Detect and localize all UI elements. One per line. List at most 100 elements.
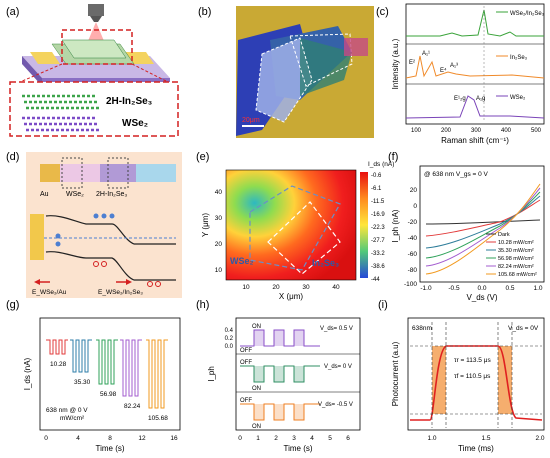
right-layer bbox=[136, 164, 176, 182]
g-x-tick-4: 12 bbox=[138, 435, 146, 442]
g-trace-35 bbox=[70, 339, 92, 373]
curve-dark bbox=[425, 219, 541, 225]
h-off-label-1: OFF bbox=[240, 348, 252, 354]
scale-bar-label: 20μm bbox=[242, 117, 260, 124]
cbar-tick-5: -22.3 bbox=[371, 225, 385, 231]
legend-label-2: In₂Se₃ bbox=[510, 55, 528, 61]
series-wse2 bbox=[405, 95, 545, 119]
dashed-box-1 bbox=[61, 157, 83, 189]
peak-label-3: E⁴ bbox=[440, 67, 447, 74]
f-condition: @ 638 nm V_gs = 0 V bbox=[424, 171, 489, 178]
cbar-tick-3: -11.5 bbox=[371, 199, 385, 205]
f-y-tick-4: -40 bbox=[408, 235, 418, 242]
heatmap-label-in2se3: In₂Se₃ bbox=[312, 258, 339, 268]
peak-label-2: A₁¹ bbox=[422, 51, 430, 57]
e-y-tick-1: 10 bbox=[215, 267, 223, 274]
label-in2se3-layer: 2H-In₂Se₃ bbox=[96, 191, 127, 198]
f-y-tick-7: -100 bbox=[404, 281, 417, 288]
h-trace-middle bbox=[240, 365, 320, 383]
panel-b-label: (b) bbox=[198, 6, 211, 18]
i-x-tick-3: 2.0 bbox=[535, 435, 544, 442]
f-x-tick-2: -0.5 bbox=[448, 285, 460, 292]
f-y-tick-5: -60 bbox=[408, 251, 418, 258]
label-barrier-2: E_WSe₂/In₂Se₃ bbox=[98, 289, 143, 296]
f-y-tick-3: -20 bbox=[408, 219, 418, 226]
curve-82 bbox=[425, 187, 541, 267]
h-y-tick-2: 0.2 bbox=[225, 336, 234, 342]
h-x-tick-5: 4 bbox=[310, 435, 314, 442]
cbar-tick-4: -16.9 bbox=[371, 212, 385, 218]
h-x-tick-6: 5 bbox=[328, 435, 332, 442]
dashed-box-2 bbox=[107, 157, 129, 189]
g-value-5: 105.68 bbox=[148, 415, 168, 422]
g-value-1: 10.28 bbox=[50, 361, 67, 368]
f-legend-2: 10.28 mW/cm² bbox=[498, 240, 534, 246]
zoom-line-left bbox=[19, 63, 63, 83]
f-x-tick-1: -1.0 bbox=[420, 285, 432, 292]
electron-5 bbox=[109, 213, 115, 219]
hole-2 bbox=[101, 261, 107, 267]
panel-b: (b) 20μm bbox=[198, 6, 374, 138]
arrow-right-head bbox=[126, 279, 132, 285]
in2se3-lattice bbox=[22, 94, 100, 110]
f-y-tick-2: 0 bbox=[413, 203, 417, 210]
h-on-label-1: ON bbox=[252, 324, 261, 330]
electron-4 bbox=[101, 213, 107, 219]
i-x-tick-2: 1.5 bbox=[481, 435, 490, 442]
label-in2se3: 2H-In₂Se₃ bbox=[106, 96, 153, 107]
f-x-tick-5: 1.0 bbox=[533, 285, 542, 292]
hole-1 bbox=[93, 261, 99, 267]
colorbar bbox=[360, 172, 368, 278]
overlap-region bbox=[300, 38, 352, 96]
h-x-tick-1: 0 bbox=[238, 435, 242, 442]
g-trace-82 bbox=[120, 339, 142, 397]
peak-label-1: E² bbox=[409, 60, 415, 66]
curve-105 bbox=[425, 183, 541, 275]
panel-a: (a) 2H-In₂Se₃ WSe₂ bbox=[6, 4, 179, 137]
flake-pink bbox=[344, 38, 368, 56]
g-value-2: 35.30 bbox=[74, 379, 91, 386]
panel-f-label: (f) bbox=[388, 151, 398, 163]
plot-frame bbox=[405, 3, 545, 125]
e-x-axis-label: X (μm) bbox=[279, 292, 303, 301]
h-y-axis-label: I_ph bbox=[207, 366, 216, 382]
au-band bbox=[30, 214, 44, 260]
i-y-axis-label: Photocurrent (a.u) bbox=[391, 341, 400, 406]
g-x-tick-1: 0 bbox=[44, 435, 48, 442]
g-trace-105 bbox=[146, 339, 168, 409]
panel-a-label: (a) bbox=[6, 6, 19, 18]
i-x-axis-label: Time (ms) bbox=[458, 444, 494, 453]
e-x-tick-3: 30 bbox=[302, 284, 310, 291]
x-axis-label: Raman shift (cm⁻¹) bbox=[441, 136, 509, 145]
f-x-axis-label: V_ds (V) bbox=[466, 293, 497, 302]
g-trace-56 bbox=[96, 339, 118, 385]
zoom-box bbox=[61, 29, 133, 65]
e-y-axis-label: Y (μm) bbox=[201, 213, 210, 237]
h-y-tick-3: 0.0 bbox=[225, 344, 234, 350]
panel-g: (g) 10.28 35.30 56.98 82.24 105.68 638 n… bbox=[6, 299, 181, 453]
hole-4 bbox=[155, 281, 161, 287]
f-legend-3: 35.30 mW/cm² bbox=[498, 248, 534, 254]
e-y-tick-4: 40 bbox=[215, 189, 223, 196]
i-tau-fall: τf = 110.5 μs bbox=[454, 373, 491, 380]
cbar-tick-7: -33.2 bbox=[371, 251, 385, 257]
heatmap-label-wse2: WSe₂ bbox=[230, 256, 254, 266]
g-note-1: 638 nm @ 0 V bbox=[46, 407, 88, 414]
objective-tip bbox=[90, 16, 102, 22]
panel-f: (f) @ 638 nm V_gs = 0 V Dark 10.28 mW/cm… bbox=[388, 151, 545, 302]
h-vds-1: V_ds= 0.5 V bbox=[320, 326, 353, 332]
zoom-line-right bbox=[131, 63, 169, 83]
g-note-2: mW/cm² bbox=[60, 415, 85, 422]
f-x-tick-3: 0.0 bbox=[477, 285, 486, 292]
e-x-tick-1: 10 bbox=[242, 284, 250, 291]
substrate-left bbox=[22, 56, 42, 86]
g-x-tick-5: 16 bbox=[170, 435, 178, 442]
i-wavelength: 638nm bbox=[412, 325, 432, 332]
h-x-tick-2: 1 bbox=[256, 435, 260, 442]
hole-3 bbox=[147, 281, 153, 287]
h-x-tick-7: 6 bbox=[346, 435, 350, 442]
in2se3-outline bbox=[255, 37, 313, 123]
panel-d: (d) Au WSe₂ 2H-In₂Se₃ E_WSe₂/Au E_WSe₂/I… bbox=[6, 151, 182, 298]
g-trace-10 bbox=[46, 339, 68, 355]
panel-i: (i) 638nm V_ds = 0V τr = 113.5 μs τf = 1… bbox=[378, 299, 545, 453]
